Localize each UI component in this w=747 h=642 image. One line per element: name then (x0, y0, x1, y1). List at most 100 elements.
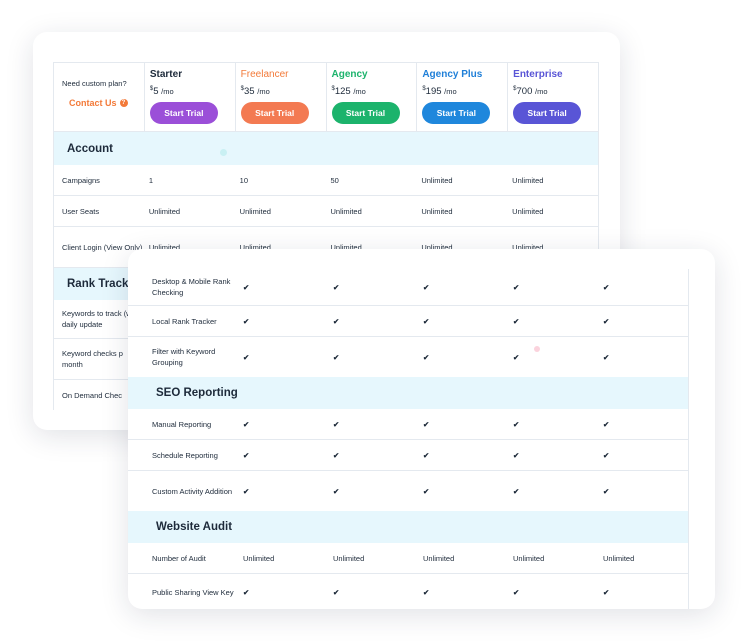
cell-value: Unlimited (148, 206, 181, 216)
decorative-dot (534, 346, 540, 352)
custom-plan-cell: Need custom plan? Contact Us ? (54, 63, 144, 131)
row-label: Keyword checks p month (62, 349, 123, 369)
plan-header-row: Need custom plan? Contact Us ? Starter $… (54, 63, 598, 132)
contact-us-link[interactable]: Contact Us ? (62, 98, 144, 108)
row-label: Custom Activity Addition (152, 486, 233, 496)
cell-value: Unlimited (239, 242, 271, 252)
check-icon: ✔ (333, 419, 340, 429)
plan-price: $35 /mo (240, 86, 270, 98)
pricing-card-front: Desktop & Mobile Rank Checking ✔ ✔ ✔ ✔ ✔… (128, 249, 715, 609)
table-row: Desktop & Mobile Rank Checking ✔ ✔ ✔ ✔ ✔ (128, 269, 688, 306)
row-label: Public Sharing View Key (152, 587, 234, 597)
cell-value: Unlimited (148, 242, 181, 252)
check-icon: ✔ (333, 450, 340, 460)
table-row: Manual Reporting ✔ ✔ ✔ ✔ ✔ (128, 409, 688, 440)
row-label: User Seats (62, 206, 100, 216)
check-icon: ✔ (603, 352, 610, 362)
row-label: Schedule Reporting (152, 450, 218, 460)
check-icon: ✔ (603, 486, 610, 496)
cell-value: 1 (148, 175, 154, 185)
pricing-table-front: Desktop & Mobile Rank Checking ✔ ✔ ✔ ✔ ✔… (128, 269, 689, 609)
table-row: Filter with Keyword Grouping ✔ ✔ ✔ ✔ ✔ (128, 337, 688, 377)
row-label: Desktop & Mobile Rank Checking (152, 277, 231, 297)
cell-value: Unlimited (330, 242, 362, 252)
row-label: Keywords to track (with daily update (62, 309, 140, 329)
check-icon: ✔ (513, 352, 520, 362)
check-icon: ✔ (423, 352, 430, 362)
row-label: Filter with Keyword Grouping (152, 347, 216, 367)
contact-us-label: Contact Us (69, 98, 117, 108)
check-icon: ✔ (603, 282, 610, 292)
cell-value: Unlimited (333, 553, 365, 563)
need-custom-plan-text: Need custom plan? (62, 79, 127, 88)
check-icon: ✔ (423, 282, 430, 292)
question-icon: ? (119, 99, 128, 107)
check-icon: ✔ (333, 316, 340, 326)
cell-value: 50 (330, 175, 339, 185)
plan-name: Agency Plus (422, 69, 483, 80)
start-trial-button-freelancer[interactable]: Start Trial (240, 102, 309, 124)
table-row: User Seats Unlimited Unlimited Unlimited… (54, 196, 598, 227)
check-icon: ✔ (243, 282, 250, 292)
section-seo-reporting: SEO Reporting (128, 377, 688, 409)
check-icon: ✔ (333, 587, 340, 597)
plan-name: Agency (331, 69, 368, 80)
cell-value: Unlimited (330, 206, 362, 216)
check-icon: ✔ (513, 587, 520, 597)
row-label: On Demand Chec (62, 390, 123, 400)
check-icon: ✔ (333, 282, 340, 292)
check-icon: ✔ (423, 316, 430, 326)
cell-value: Unlimited (243, 553, 275, 563)
row-label: Campaigns (62, 175, 100, 185)
cell-value: Unlimited (421, 242, 453, 252)
table-row: Campaigns 1 10 50 Unlimited Unlimited (54, 165, 598, 196)
check-icon: ✔ (423, 587, 430, 597)
plan-name: Freelancer (240, 69, 289, 80)
check-icon: ✔ (423, 450, 430, 460)
section-website-audit: Website Audit (128, 511, 688, 543)
check-icon: ✔ (513, 486, 520, 496)
check-icon: ✔ (333, 486, 340, 496)
check-icon: ✔ (333, 352, 340, 362)
start-trial-button-agency[interactable]: Start Trial (331, 102, 400, 124)
check-icon: ✔ (243, 419, 250, 429)
cell-value: Unlimited (513, 553, 545, 563)
plan-agency: Agency $125 /mo Start Trial (325, 63, 417, 131)
plan-price: $195 /mo (422, 86, 457, 98)
table-row: Schedule Reporting ✔ ✔ ✔ ✔ ✔ (128, 440, 688, 471)
check-icon: ✔ (243, 352, 250, 362)
plan-starter: Starter $5 /mo Start Trial (143, 63, 235, 131)
row-label: Manual Reporting (152, 419, 212, 429)
check-icon: ✔ (243, 316, 250, 326)
table-row: On Demand Chec (54, 380, 598, 410)
table-row: Custom Activity Addition ✔ ✔ ✔ ✔ ✔ (128, 471, 688, 511)
table-row: Public Sharing View Key ✔ ✔ ✔ ✔ ✔ (128, 574, 688, 609)
plan-enterprise: Enterprise $700 /mo Start Trial (507, 63, 598, 131)
section-account: Account (54, 132, 598, 165)
cell-value: Unlimited (423, 553, 455, 563)
row-label: Client Login (View Only) (62, 242, 143, 252)
check-icon: ✔ (603, 316, 610, 326)
row-label: Number of Audit (152, 553, 206, 563)
plan-price: $700 /mo (513, 86, 548, 98)
cell-value: Unlimited (512, 242, 544, 252)
check-icon: ✔ (513, 450, 520, 460)
cell-value: Unlimited (421, 175, 453, 185)
check-icon: ✔ (513, 316, 520, 326)
check-icon: ✔ (603, 419, 610, 429)
start-trial-button-enterprise[interactable]: Start Trial (513, 102, 582, 124)
check-icon: ✔ (243, 450, 250, 460)
check-icon: ✔ (423, 486, 430, 496)
check-icon: ✔ (513, 282, 520, 292)
table-row: Local Rank Tracker ✔ ✔ ✔ ✔ ✔ (128, 306, 688, 337)
cell-value: Unlimited (512, 206, 544, 216)
plan-price: $125 /mo (331, 86, 366, 98)
check-icon: ✔ (243, 587, 250, 597)
cell-value: Unlimited (239, 206, 271, 216)
start-trial-button-agency-plus[interactable]: Start Trial (422, 102, 491, 124)
table-row: Number of Audit Unlimited Unlimited Unli… (128, 543, 688, 574)
start-trial-button-starter[interactable]: Start Trial (149, 102, 218, 124)
check-icon: ✔ (243, 486, 250, 496)
plan-name: Starter (149, 69, 183, 80)
cell-value: Unlimited (512, 175, 544, 185)
